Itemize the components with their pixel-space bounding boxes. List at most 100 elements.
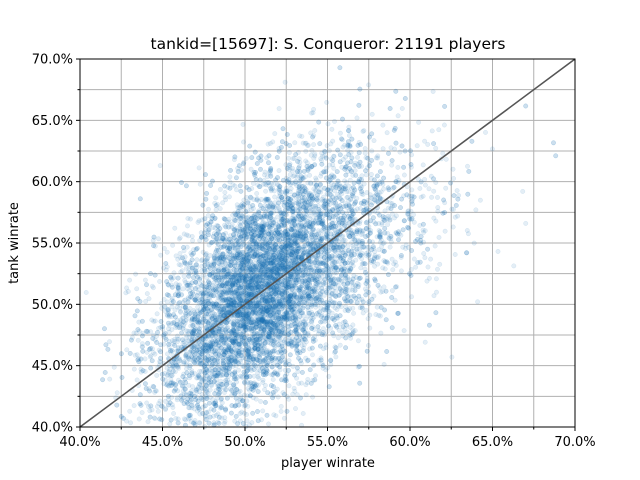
data-point xyxy=(206,301,212,307)
data-point xyxy=(311,142,317,148)
data-point xyxy=(283,315,289,321)
data-point xyxy=(324,249,330,255)
data-point xyxy=(359,191,365,197)
data-point xyxy=(210,313,216,319)
data-point xyxy=(164,299,170,305)
data-point xyxy=(310,246,316,252)
data-point xyxy=(367,312,373,318)
data-point xyxy=(287,197,293,203)
data-point xyxy=(363,205,369,211)
data-point xyxy=(201,287,207,293)
data-point xyxy=(254,340,260,346)
data-point xyxy=(306,313,311,319)
data-point xyxy=(210,397,216,402)
data-point xyxy=(325,208,330,214)
data-point xyxy=(239,375,245,380)
data-point xyxy=(278,408,284,414)
data-point xyxy=(283,253,289,259)
data-point xyxy=(332,281,338,287)
data-point xyxy=(309,110,314,116)
data-point xyxy=(174,397,180,403)
data-point xyxy=(200,302,206,308)
data-point xyxy=(313,205,319,211)
data-point xyxy=(420,162,426,168)
data-point xyxy=(247,283,253,289)
data-point xyxy=(263,188,269,194)
data-point xyxy=(359,228,365,234)
data-point xyxy=(202,259,208,265)
data-point xyxy=(246,291,252,297)
data-point xyxy=(272,194,278,200)
data-point xyxy=(295,369,301,375)
data-point xyxy=(222,194,228,200)
data-point xyxy=(331,201,337,206)
data-point xyxy=(311,362,317,368)
data-point xyxy=(307,242,313,248)
data-point xyxy=(174,336,180,342)
data-point xyxy=(296,348,302,354)
data-point xyxy=(256,297,262,303)
data-point xyxy=(212,315,218,321)
data-point xyxy=(432,243,438,249)
data-point xyxy=(196,420,202,425)
data-point xyxy=(355,280,360,286)
data-point xyxy=(285,308,291,314)
data-point xyxy=(308,245,314,251)
data-point xyxy=(248,207,254,213)
data-point xyxy=(134,286,140,292)
data-point xyxy=(235,420,241,426)
data-point xyxy=(266,421,271,427)
data-point xyxy=(152,318,158,324)
data-point xyxy=(339,164,345,170)
data-point xyxy=(303,148,309,154)
data-point xyxy=(212,225,218,231)
data-point xyxy=(317,297,323,303)
data-point xyxy=(355,154,360,160)
data-point xyxy=(247,286,253,292)
data-point xyxy=(332,118,337,124)
data-point xyxy=(311,273,317,279)
data-point xyxy=(177,235,183,241)
data-point xyxy=(454,188,460,194)
data-point xyxy=(230,280,236,286)
data-point xyxy=(273,329,279,335)
data-point xyxy=(271,298,277,304)
data-point xyxy=(181,273,187,279)
data-point xyxy=(140,330,146,336)
data-point xyxy=(361,207,366,213)
data-point xyxy=(263,270,269,276)
data-point xyxy=(435,266,440,272)
data-point xyxy=(358,241,364,247)
data-point xyxy=(244,293,250,299)
data-point xyxy=(313,258,319,264)
data-point xyxy=(251,214,257,220)
data-point xyxy=(262,266,268,272)
data-point xyxy=(250,206,256,211)
data-point xyxy=(299,133,305,139)
data-point xyxy=(306,264,312,270)
data-point xyxy=(175,256,181,262)
data-point xyxy=(289,316,295,322)
data-point xyxy=(131,366,137,372)
data-point xyxy=(211,258,217,264)
data-point xyxy=(272,313,278,319)
data-point xyxy=(289,318,295,324)
data-point xyxy=(409,152,415,158)
data-point xyxy=(217,206,223,212)
data-point xyxy=(265,245,271,251)
data-point xyxy=(187,357,193,363)
data-point xyxy=(251,322,257,328)
data-point xyxy=(300,269,306,275)
data-point xyxy=(258,273,263,279)
data-point xyxy=(338,215,344,221)
data-point xyxy=(271,299,277,305)
data-point xyxy=(320,326,326,332)
data-point xyxy=(239,323,244,328)
data-point xyxy=(188,216,193,222)
data-point xyxy=(369,148,375,154)
data-point xyxy=(333,288,339,294)
data-point xyxy=(166,314,172,320)
data-point xyxy=(520,188,526,194)
data-point xyxy=(314,237,320,243)
data-point xyxy=(393,262,399,268)
